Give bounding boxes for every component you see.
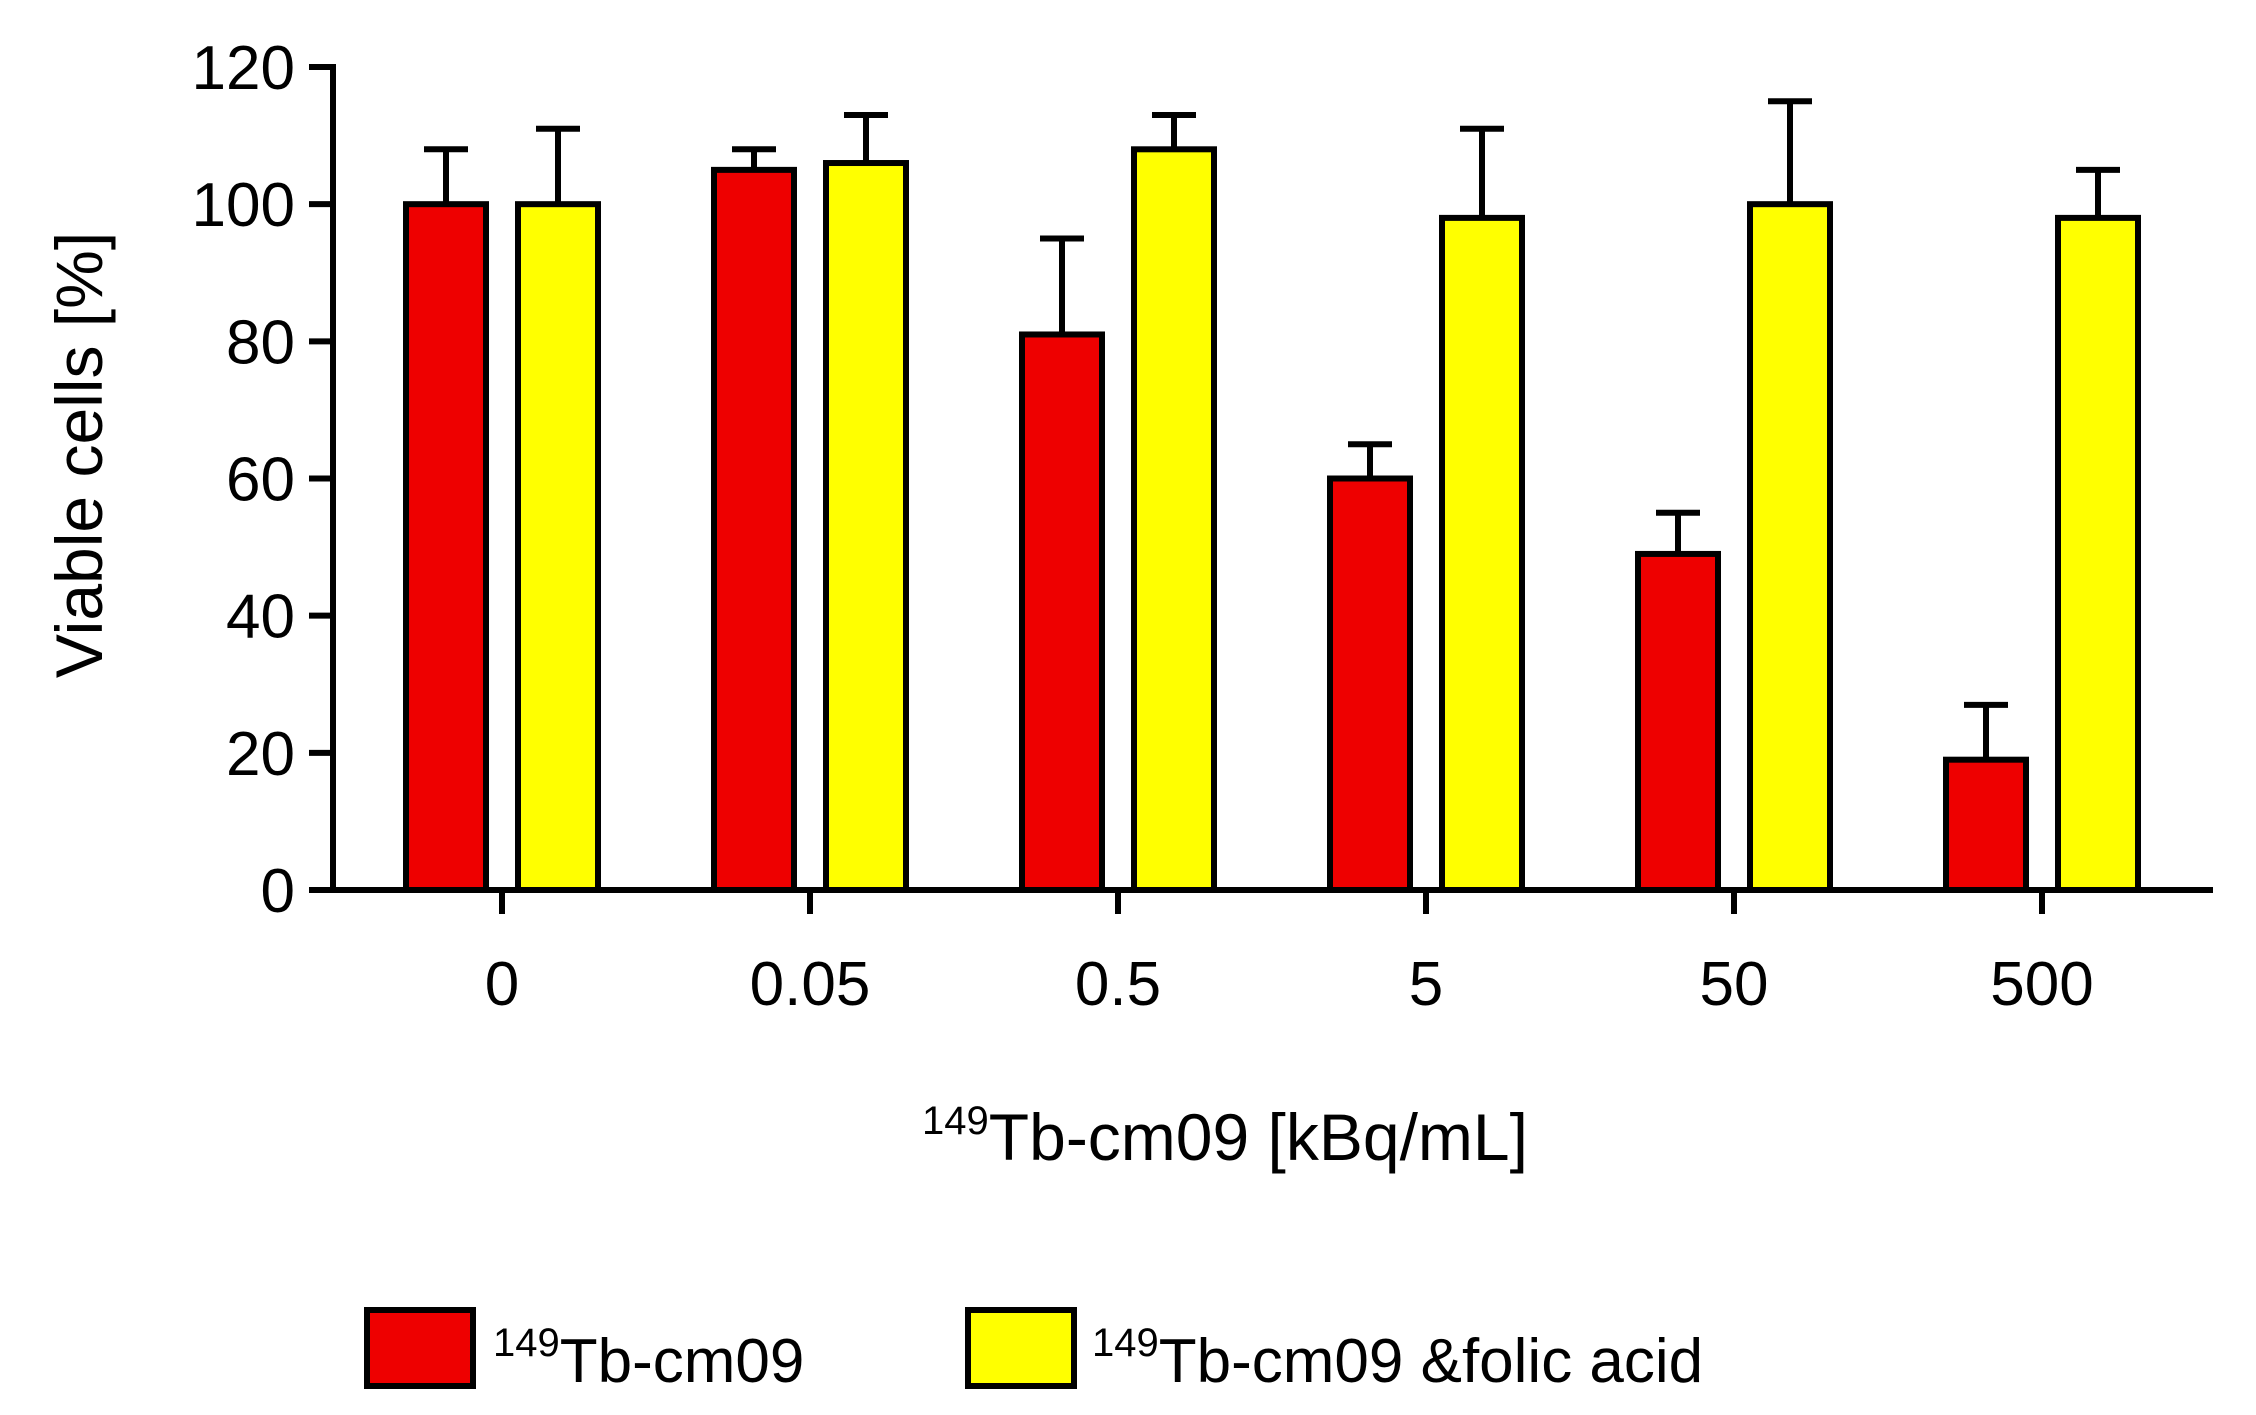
x-tick-label-4: 50 <box>1700 950 1769 1019</box>
bar-s1-1 <box>711 166 797 893</box>
bar-s1-3 <box>1327 475 1413 893</box>
bar-s1-2 <box>1019 331 1105 894</box>
legend-label-series-2-sup: 149 <box>1092 1321 1159 1365</box>
bars-layer <box>403 146 2141 894</box>
x-axis-title: 149Tb-cm09 [kBq/mL] <box>922 1099 1528 1174</box>
axes-layer: 0 0.05 0.5 5 50 500 0 20 40 60 80 100 120 <box>192 34 2213 1019</box>
y-tick-label-1: 20 <box>226 720 295 789</box>
bar-s2-2 <box>1131 146 1217 894</box>
y-tick-label-5: 100 <box>192 171 295 240</box>
x-tick-label-0: 0 <box>485 950 519 1019</box>
x-tick-label-3: 5 <box>1409 950 1443 1019</box>
y-tick-label-6: 120 <box>192 34 295 103</box>
x-tick-label-2: 0.5 <box>1075 950 1161 1019</box>
x-axis-title-main: Tb-cm09 [kBq/mL] <box>989 1100 1528 1174</box>
bar-s1-4 <box>1635 550 1721 893</box>
y-axis-title: Viable cells [%] <box>42 232 116 678</box>
y-tick-label-0: 0 <box>261 857 295 926</box>
y-tick-label-3: 60 <box>226 446 295 515</box>
x-tick-label-5: 500 <box>1990 950 2093 1019</box>
legend-label-series-1-sup: 149 <box>493 1321 560 1365</box>
legend-swatch-series-2 <box>965 1307 1077 1389</box>
bar-s2-0 <box>515 201 601 893</box>
svg-text:149Tb-cm09: 149Tb-cm09 <box>493 1321 804 1396</box>
legend-swatch-series-1 <box>364 1307 476 1389</box>
svg-text:149Tb-cm09 &folic acid: 149Tb-cm09 &folic acid <box>1092 1321 1703 1396</box>
legend: 149Tb-cm09 149Tb-cm09 &folic acid <box>364 1307 1703 1396</box>
x-axis-title-sup: 149 <box>922 1099 989 1143</box>
legend-label-series-1: Tb-cm09 <box>560 1327 805 1396</box>
legend-item-series-1: 149Tb-cm09 <box>364 1307 804 1396</box>
legend-item-series-2: 149Tb-cm09 &folic acid <box>965 1307 1703 1396</box>
bar-s1-0 <box>403 201 489 893</box>
error-bars-layer <box>424 98 2120 760</box>
y-tick-label-4: 80 <box>226 308 295 377</box>
bar-s2-3 <box>1439 214 1525 893</box>
x-tick-label-1: 0.05 <box>750 950 871 1019</box>
bar-s2-5 <box>2055 214 2141 893</box>
bar-s1-5 <box>1943 756 2029 893</box>
y-tick-label-2: 40 <box>226 583 295 652</box>
bar-s2-4 <box>1747 201 1833 893</box>
bar-s2-1 <box>823 160 909 893</box>
legend-label-series-2: Tb-cm09 &folic acid <box>1159 1327 1703 1396</box>
